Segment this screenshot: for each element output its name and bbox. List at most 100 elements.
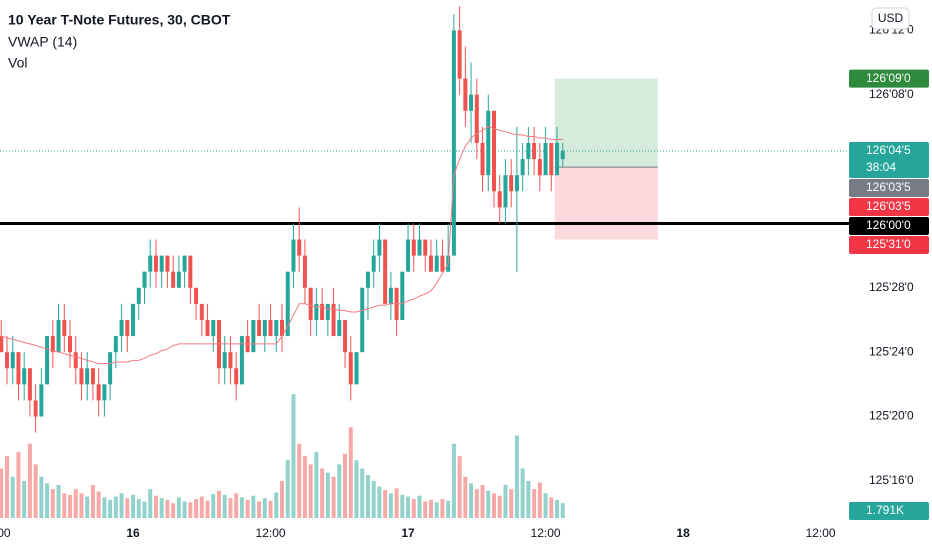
candle-body	[509, 175, 514, 192]
volume-bar	[39, 476, 44, 518]
candle-body	[79, 368, 84, 385]
candle-body	[113, 336, 118, 353]
candle-body	[388, 287, 393, 304]
volume-bar	[434, 502, 439, 518]
volume-bar	[245, 499, 250, 518]
candle-body	[377, 239, 382, 256]
volume-bar	[383, 489, 388, 518]
candle-body	[285, 271, 290, 337]
volume-bar	[165, 499, 170, 518]
candle-body	[153, 255, 158, 272]
candle-body	[543, 143, 548, 176]
volume-bar	[474, 489, 479, 518]
volume-bar	[400, 494, 405, 518]
candle-body	[348, 352, 353, 385]
volume-bar	[96, 491, 101, 518]
volume-bar	[251, 495, 256, 518]
volume-bar	[394, 488, 399, 518]
currency-label[interactable]: USD	[878, 11, 904, 25]
volume-bar	[62, 493, 67, 518]
candle-body	[171, 271, 176, 288]
candle-body	[537, 159, 542, 176]
volume-bar	[526, 480, 531, 518]
candle-body	[474, 94, 479, 143]
volume-bar	[428, 499, 433, 518]
volume-bar	[308, 464, 313, 518]
candle-body	[491, 110, 496, 192]
candle-body	[503, 175, 508, 208]
volume-bar	[228, 498, 233, 518]
candle-body	[136, 287, 141, 304]
candle-body	[33, 400, 38, 417]
volume-bar	[486, 490, 491, 518]
price-label-text: 126'04'5	[866, 143, 911, 157]
candle-body	[102, 384, 107, 401]
volume-bar	[274, 492, 279, 518]
target-zone	[554, 78, 658, 168]
candle-body	[194, 287, 199, 304]
volume-bar	[555, 499, 560, 518]
volume-bar	[377, 486, 382, 518]
volume-bar	[171, 503, 176, 518]
candle-body	[188, 255, 193, 288]
volume-bar	[22, 480, 27, 518]
volume-bar	[257, 501, 262, 518]
candle-body	[302, 255, 307, 288]
countdown: 38:04	[866, 160, 896, 174]
volume-bar	[388, 493, 393, 518]
volume-bar	[108, 499, 113, 518]
x-tick-label: 12:00	[806, 526, 836, 540]
volume-bar	[463, 476, 468, 518]
volume-bar	[520, 468, 525, 518]
candle-body	[234, 368, 239, 385]
price-label	[849, 179, 929, 198]
volume-bar	[73, 489, 78, 518]
candle-body	[50, 336, 55, 353]
candle-body	[251, 319, 256, 353]
x-tick-label: 12:00	[0, 526, 11, 540]
candle-body	[159, 255, 164, 272]
price-label	[849, 142, 929, 179]
candle-body	[297, 239, 302, 256]
volume-bar	[480, 485, 485, 518]
candle-body	[10, 352, 15, 369]
volume-bar	[343, 453, 348, 518]
currency-button[interactable]	[871, 7, 910, 30]
candle-body	[371, 255, 376, 272]
candle-body	[520, 159, 525, 176]
candle-body	[125, 319, 130, 337]
chart-title: 10 Year T-Note Futures, 30, CBOT	[8, 12, 231, 28]
candle-body	[205, 319, 210, 337]
volume-bar	[451, 443, 456, 518]
candle-body	[96, 384, 101, 401]
candle-body	[274, 319, 279, 337]
y-tick-label: 125'24'0	[869, 344, 914, 358]
candle-body	[560, 151, 565, 160]
volume-bar	[211, 494, 216, 518]
volume-bar	[514, 435, 519, 518]
x-tick-label: 16	[126, 526, 140, 540]
price-label	[849, 217, 929, 236]
candle-body	[337, 319, 342, 337]
price-label	[849, 69, 929, 88]
candle-body	[142, 271, 147, 288]
volume-bar	[446, 500, 451, 518]
volume-bar	[291, 394, 296, 518]
candle-body	[211, 319, 216, 337]
volume-bar	[337, 464, 342, 518]
candle-body	[451, 30, 456, 256]
volume-bar	[371, 480, 376, 518]
volume-bar	[423, 501, 428, 518]
candle-body	[417, 239, 422, 256]
volume-bar	[268, 500, 273, 518]
volume-bar	[79, 493, 84, 518]
volume-label-text: 1.791K	[866, 503, 904, 517]
candle-body	[182, 255, 187, 272]
volume-bar	[182, 501, 187, 518]
volume-bar	[188, 502, 193, 518]
candle-body	[457, 30, 462, 79]
volume-bar	[297, 443, 302, 518]
volume-bar	[417, 495, 422, 518]
